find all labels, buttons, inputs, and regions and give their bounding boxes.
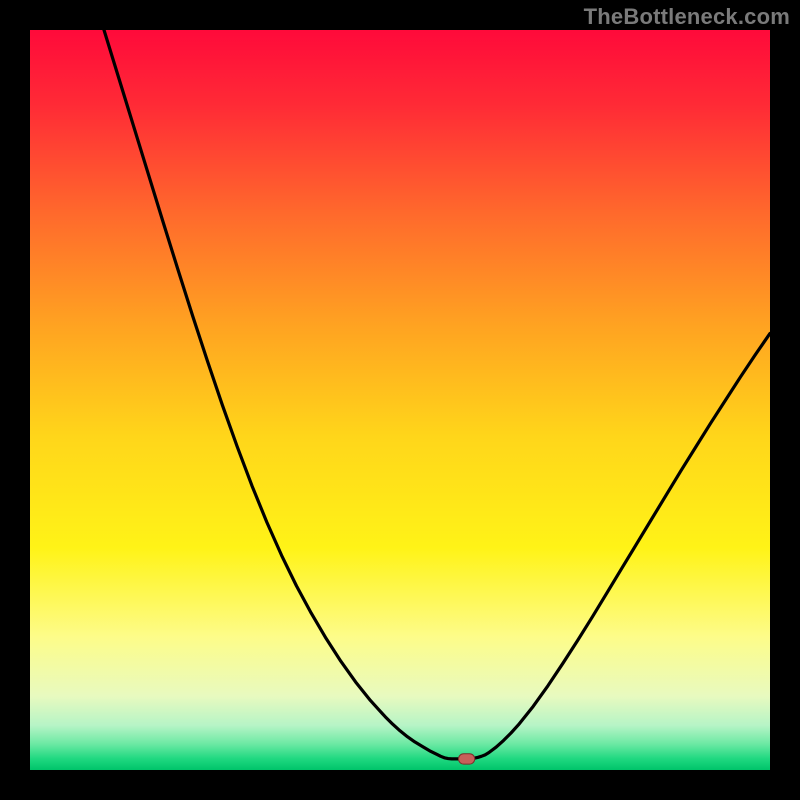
optimal-marker[interactable]	[458, 754, 474, 764]
bottleneck-chart-canvas: TheBottleneck.com	[0, 0, 800, 800]
gradient-background	[30, 30, 770, 770]
bottleneck-chart-svg	[0, 0, 800, 800]
watermark-label: TheBottleneck.com	[584, 4, 790, 30]
